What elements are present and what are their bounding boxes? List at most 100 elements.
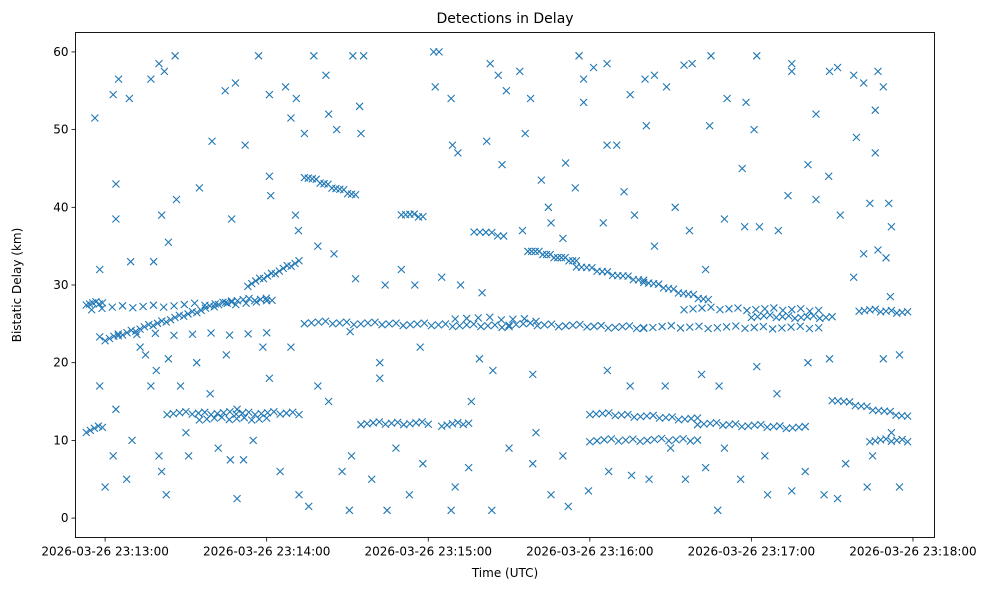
data-point [112,405,120,414]
data-point [184,452,193,460]
data-point [547,218,555,227]
data-point [743,306,751,315]
data-point [614,437,623,445]
data-point [796,322,805,331]
data-point [871,106,880,115]
data-point [170,301,178,310]
data-point [689,304,697,313]
data-point [392,319,401,327]
data-point [592,410,601,418]
data-point [833,63,842,72]
data-point [242,299,250,308]
data-point [680,61,688,70]
data-point [828,312,837,321]
x-axis-label: Time (UTC) [471,566,538,580]
data-point [903,412,912,421]
data-point [571,183,580,192]
data-point [321,317,330,326]
data-point [521,129,530,138]
data-point [175,408,184,417]
data-point [796,304,805,313]
data-point [815,314,824,323]
data-point [515,67,524,76]
data-point [625,322,634,330]
data-point [561,322,570,330]
data-point [313,382,322,390]
data-point [841,459,850,468]
data-point [262,328,271,337]
data-point [600,435,609,444]
data-point [874,67,882,76]
data-point [214,444,223,453]
data-point [879,354,888,363]
data-point [812,110,820,118]
data-point [275,267,284,276]
data-point [342,318,351,327]
data-point [598,409,607,418]
data-point [112,180,120,188]
data-point [505,322,513,331]
data-point [776,422,784,430]
data-point [769,304,778,312]
data-point [568,256,577,265]
data-point [300,129,309,138]
data-point [863,402,871,411]
data-point [825,354,834,363]
data-point [550,253,558,262]
data-point [787,486,796,495]
data-point [639,324,648,333]
data-point [462,321,471,329]
x-axis: 2026-03-26 23:13:00 2026-03-26 23:14:00 20… [41,537,977,559]
data-point [664,436,673,445]
data-point [451,483,460,491]
data-point [467,397,476,406]
data-point [772,313,781,322]
data-point [114,331,123,340]
data-point [279,264,288,273]
data-point [531,247,540,256]
data-point [803,312,812,321]
data-point [162,490,171,499]
data-point [448,141,457,150]
data-point [406,419,414,428]
data-point [630,413,639,422]
data-point [755,222,764,231]
data-point [182,407,190,416]
data-point [886,292,895,301]
data-point [309,51,318,60]
data-point [435,48,443,56]
data-point [650,435,659,444]
data-point [655,414,664,423]
y-tick-label: 20 [53,356,68,370]
data-point [824,172,833,181]
data-point [359,51,368,60]
data-point [672,435,680,444]
data-point [98,304,106,313]
data-point [265,90,274,99]
data-point [221,298,230,307]
data-point [695,322,703,331]
data-point [639,276,648,285]
data-point [750,125,758,134]
data-point [526,319,535,327]
data-point [879,82,888,91]
data-point [528,459,537,468]
data-point [251,277,260,285]
data-point [649,411,658,420]
data-point [348,51,357,60]
data-point [397,265,406,274]
data-point [476,322,485,331]
y-tick-label: 0 [61,511,69,525]
data-point [371,318,379,327]
data-point [898,435,907,444]
data-point [295,256,303,265]
chart-title: Detections in Delay [436,11,573,27]
data-point [713,323,722,332]
data-point [859,250,868,258]
data-point [231,300,240,309]
data-point [773,389,781,398]
data-point [597,321,606,330]
data-point [604,409,613,417]
data-point [603,366,612,375]
data-point [554,322,563,331]
